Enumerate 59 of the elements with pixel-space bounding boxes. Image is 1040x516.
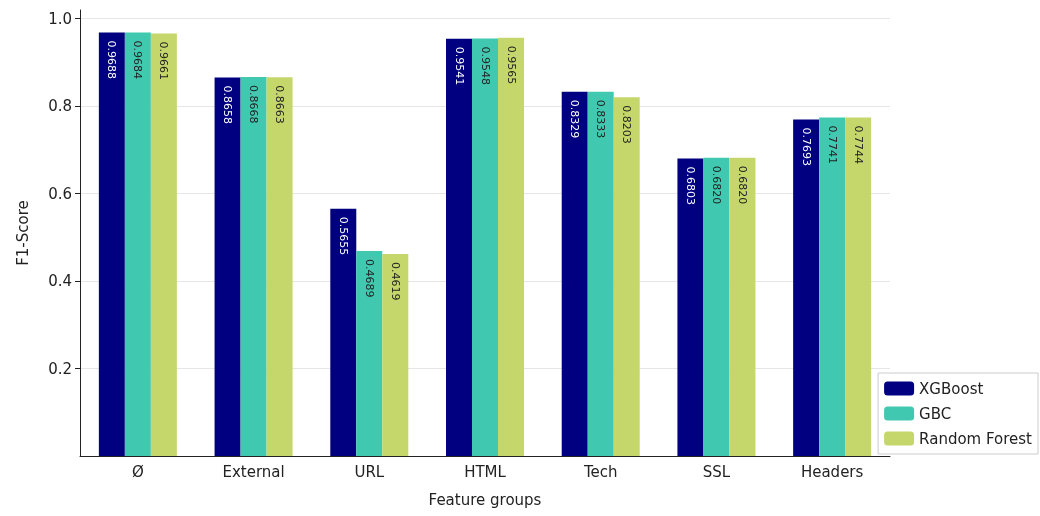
bar [330, 208, 357, 456]
y-tick-label: 0.6 [48, 184, 72, 203]
x-tick-label: Tech [582, 462, 618, 481]
data-label: 0.4689 [362, 258, 376, 298]
bar [472, 38, 498, 456]
y-tick-label: 1.0 [48, 9, 72, 28]
x-tick-label: URL [354, 462, 385, 481]
bar [498, 37, 524, 456]
bar [613, 97, 640, 456]
legend-label: Random Forest [919, 429, 1033, 448]
bar [819, 117, 846, 456]
data-label: 0.8203 [620, 105, 634, 144]
bar [703, 157, 730, 456]
data-label: 0.4619 [388, 262, 402, 301]
bar [845, 117, 872, 456]
data-label: 0.9548 [478, 46, 492, 86]
data-label: 0.9541 [452, 46, 466, 86]
bar [677, 158, 704, 456]
data-label: 0.6803 [683, 166, 697, 206]
bar [356, 250, 383, 456]
y-tick-label: 0.2 [48, 359, 72, 378]
bar [729, 157, 756, 456]
data-label: 0.7693 [799, 127, 813, 167]
data-label: 0.8663 [273, 85, 287, 124]
bar [793, 119, 820, 456]
data-label: 0.6820 [709, 165, 723, 205]
bar [382, 254, 409, 456]
data-label: 0.5655 [336, 216, 350, 256]
bar [150, 33, 177, 456]
y-tick-label: 0.8 [48, 97, 72, 116]
data-label: 0.9688 [105, 40, 119, 79]
x-tick-label: External [222, 462, 285, 481]
data-label: 0.8329 [568, 99, 582, 139]
bar [214, 77, 241, 456]
bar [266, 77, 293, 456]
x-tick-label: Headers [800, 462, 864, 481]
bar [561, 91, 588, 456]
data-label: 0.9565 [504, 45, 518, 85]
legend-label: XGBoost [919, 379, 984, 398]
bar [98, 32, 125, 456]
bar [240, 76, 267, 456]
y-axis-title: F1-Score [13, 200, 32, 266]
bar [124, 32, 151, 456]
data-label: 0.7741 [825, 125, 839, 165]
data-label: 0.8658 [221, 85, 235, 124]
data-label: 0.8668 [247, 84, 261, 124]
x-tick-label: SSL [702, 462, 731, 481]
bar [587, 91, 614, 456]
y-tick-label: 0.4 [48, 272, 72, 291]
x-tick-label: HTML [464, 462, 507, 481]
x-tick-label: Ø [131, 462, 144, 481]
data-label: 0.6820 [735, 165, 749, 205]
data-label: 0.9684 [131, 40, 145, 80]
data-label: 0.8333 [594, 99, 608, 139]
bar [446, 38, 472, 456]
legend-label: GBC [919, 404, 952, 423]
data-label: 0.7744 [851, 125, 865, 164]
data-label: 0.9661 [157, 41, 171, 81]
x-axis-title: Feature groups [428, 490, 542, 509]
